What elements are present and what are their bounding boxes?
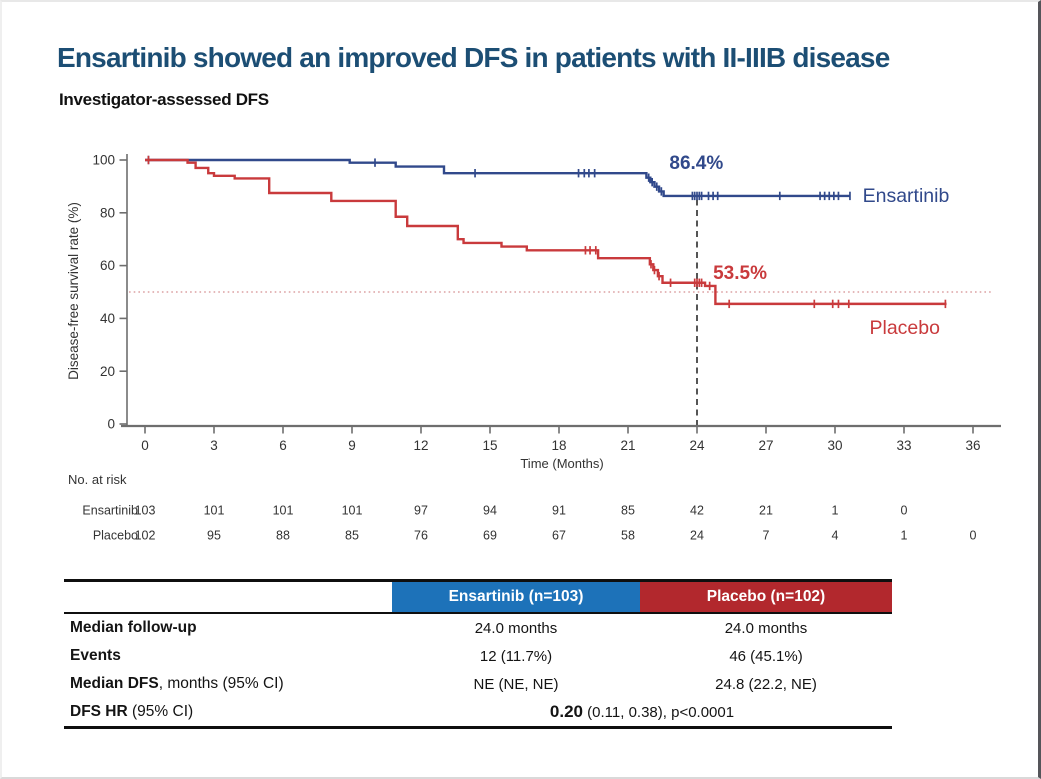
y-tick-label: 60 — [100, 258, 115, 273]
annotation-rate-placebo: 53.5% — [713, 263, 767, 284]
at-risk-value: 85 — [621, 504, 635, 518]
x-tick-label: 21 — [620, 438, 635, 453]
at-risk-value: 95 — [207, 529, 221, 543]
x-tick-label: 27 — [758, 438, 773, 453]
table-row-median-followup: Median follow-up 24.0 months 24.0 months — [64, 614, 892, 642]
summary-header-empty — [64, 582, 392, 612]
cell-hr-value: 0.20 (0.11, 0.38), p<0.0001 — [392, 702, 892, 722]
x-tick-label: 18 — [551, 438, 566, 453]
summary-header-ensartinib: Ensartinib (n=103) — [392, 582, 640, 612]
x-tick-label: 30 — [827, 438, 842, 453]
y-tick-label: 40 — [100, 311, 115, 326]
row-label: Events — [64, 647, 392, 665]
at-risk-value: 42 — [690, 504, 704, 518]
at-risk-value: 102 — [135, 529, 156, 543]
at-risk-value: 101 — [273, 504, 294, 518]
curve-label-ensartinib: Ensartinib — [863, 185, 950, 207]
summary-table: Ensartinib (n=103) Placebo (n=102) Media… — [64, 579, 892, 729]
x-tick-label: 15 — [482, 438, 497, 453]
x-tick-label: 36 — [965, 438, 980, 453]
table-row-events: Events 12 (11.7%) 46 (45.1%) — [64, 642, 892, 670]
x-tick-label: 33 — [896, 438, 911, 453]
at-risk-value: 1 — [832, 504, 839, 518]
row-label-bold: Events — [70, 647, 121, 664]
at-risk-value: 88 — [276, 529, 290, 543]
km-curve-placebo — [145, 158, 947, 306]
page-subtitle: Investigator-assessed DFS — [59, 90, 269, 109]
at-risk-value: 7 — [763, 529, 770, 543]
at-risk-value: 4 — [832, 529, 839, 543]
page-title: Ensartinib showed an improved DFS in pat… — [57, 42, 890, 73]
at-risk-value: 24 — [690, 529, 704, 543]
cell-ensartinib: 12 (11.7%) — [479, 647, 553, 665]
y-tick-label: 80 — [100, 205, 115, 220]
row-label-bold: Median follow-up — [70, 619, 197, 636]
at-risk-value: 91 — [552, 504, 566, 518]
hr-value-bold: 0.20 — [549, 702, 583, 721]
at-risk-value: 0 — [970, 529, 977, 543]
at-risk-value: 85 — [345, 529, 359, 543]
at-risk-value: 1 — [901, 529, 908, 543]
row-label: Median follow-up — [64, 619, 392, 637]
x-tick-label: 12 — [413, 438, 428, 453]
x-tick-label: 0 — [141, 438, 149, 453]
x-tick-label: 6 — [279, 438, 287, 453]
y-tick-label: 0 — [107, 417, 115, 432]
at-risk-value: 76 — [414, 529, 428, 543]
at-risk-value: 94 — [483, 504, 497, 518]
hr-value-rest: (0.11, 0.38), p<0.0001 — [583, 704, 735, 721]
cell-placebo: 46 (45.1%) — [729, 647, 803, 665]
at-risk-value: 21 — [759, 504, 773, 518]
cell-placebo: 24.8 (22.2, NE) — [715, 675, 817, 693]
cell-ensartinib: 24.0 months — [474, 619, 558, 637]
at-risk-value: 0 — [901, 504, 908, 518]
at-risk-value: 101 — [342, 504, 363, 518]
row-label: Median DFS, months (95% CI) — [64, 675, 392, 693]
at-risk-value: 103 — [135, 504, 156, 518]
y-tick-label: 20 — [100, 364, 115, 379]
x-axis-label: Time (Months) — [520, 456, 603, 471]
row-label: DFS HR (95% CI) — [64, 703, 392, 721]
x-tick-label: 3 — [210, 438, 218, 453]
row-label-bold: DFS HR — [70, 703, 128, 720]
cell-placebo: 24.0 months — [724, 619, 808, 637]
y-axis-label: Disease-free survival rate (%) — [66, 202, 81, 380]
x-tick-label: 9 — [348, 438, 356, 453]
at-risk-value: 69 — [483, 529, 497, 543]
summary-header-placebo: Placebo (n=102) — [640, 582, 892, 612]
x-tick-label: 24 — [689, 438, 705, 453]
y-tick-label: 100 — [92, 153, 115, 168]
curve-label-placebo: Placebo — [870, 317, 941, 339]
at-risk-row-label: Ensartinib — [82, 504, 138, 518]
table-row-median-dfs: Median DFS, months (95% CI) NE (NE, NE) … — [64, 670, 892, 698]
at-risk-value: 58 — [621, 529, 635, 543]
summary-table-header-row: Ensartinib (n=103) Placebo (n=102) — [64, 582, 892, 614]
row-label-rest: , months (95% CI) — [158, 675, 284, 692]
at-risk-value: 67 — [552, 529, 566, 543]
cell-ensartinib: NE (NE, NE) — [473, 675, 559, 693]
row-label-bold: Median DFS — [70, 675, 159, 692]
annotation-rate-ensartinib: 86.4% — [669, 153, 723, 174]
at-risk-value: 101 — [204, 504, 225, 518]
table-row-dfs-hr: DFS HR (95% CI) 0.20 (0.11, 0.38), p<0.0… — [64, 698, 892, 726]
at-risk-value: 97 — [414, 504, 428, 518]
at-risk-row-label: Placebo — [93, 529, 138, 543]
row-label-rest: (95% CI) — [127, 703, 194, 720]
at-risk-title: No. at risk — [68, 472, 127, 487]
